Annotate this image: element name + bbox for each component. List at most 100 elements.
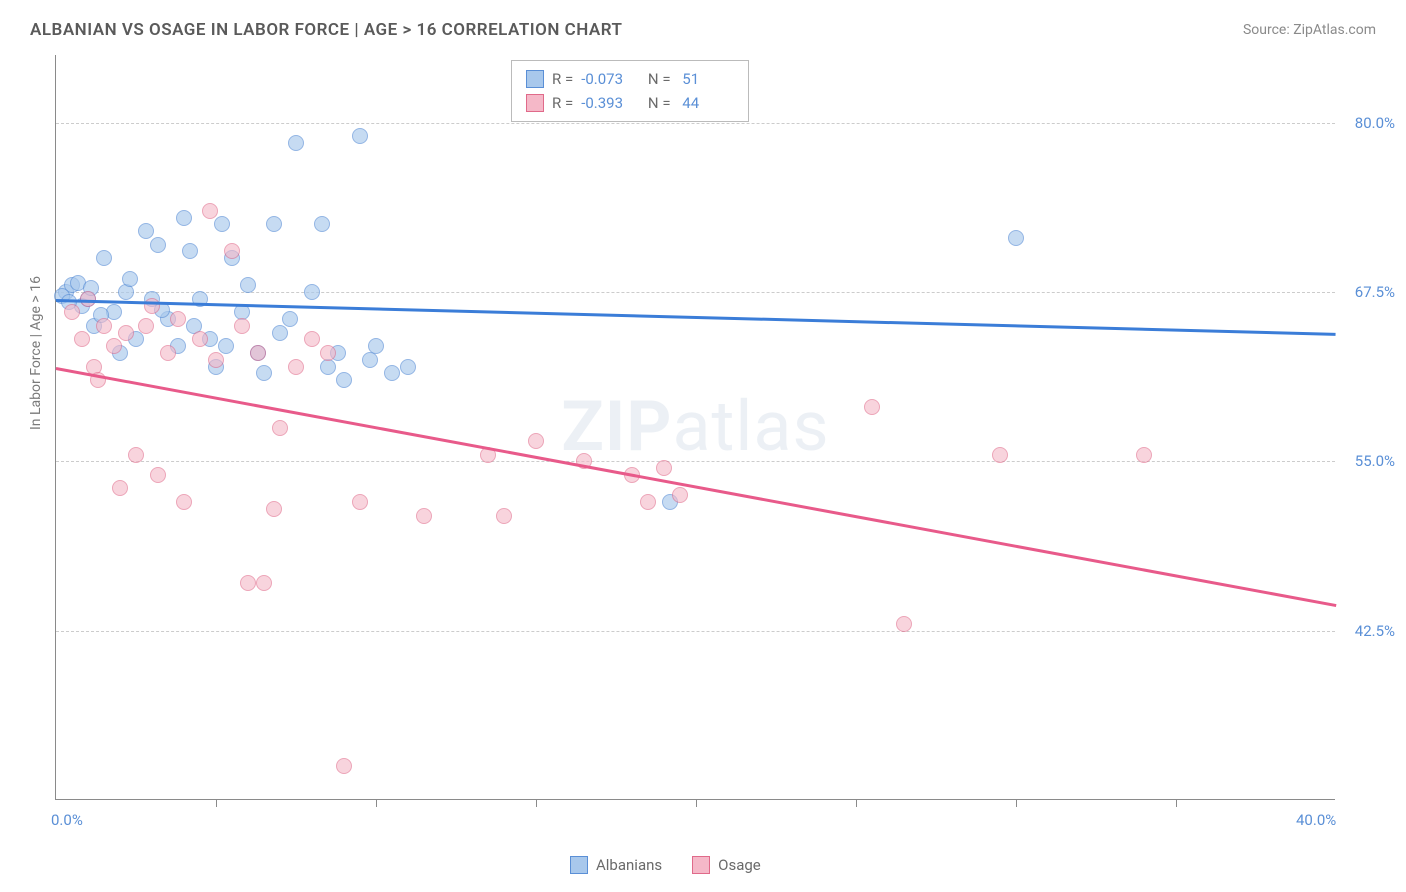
scatter-point (150, 467, 166, 483)
x-tick (856, 799, 857, 807)
scatter-point (336, 758, 352, 774)
scatter-point (384, 365, 400, 381)
source-label: Source: ZipAtlas.com (1243, 22, 1376, 38)
legend-label: Osage (718, 856, 761, 874)
scatter-point (864, 399, 880, 415)
legend-swatch (570, 856, 588, 874)
scatter-point (304, 331, 320, 347)
scatter-point (218, 338, 234, 354)
scatter-point (368, 338, 384, 354)
scatter-point (1136, 447, 1152, 463)
scatter-point (214, 216, 230, 232)
scatter-point (336, 372, 352, 388)
scatter-point (138, 318, 154, 334)
scatter-point (250, 345, 266, 361)
y-axis-label: In Labor Force | Age > 16 (28, 276, 44, 430)
x-tick-label: 40.0% (1296, 811, 1336, 829)
y-tick-label: 42.5% (1355, 622, 1395, 640)
scatter-point (176, 210, 192, 226)
scatter-point (202, 203, 218, 219)
legend-item: Albanians (570, 856, 662, 874)
watermark: ZIPatlas (561, 386, 829, 468)
scatter-point (496, 508, 512, 524)
scatter-point (160, 345, 176, 361)
scatter-point (64, 304, 80, 320)
r-value: -0.393 (581, 91, 636, 115)
r-label: R = (552, 67, 573, 91)
scatter-point (224, 243, 240, 259)
x-tick-label: 0.0% (51, 811, 83, 829)
scatter-point (240, 277, 256, 293)
scatter-point (992, 447, 1008, 463)
scatter-point (272, 420, 288, 436)
legend: Albanians Osage (570, 856, 761, 874)
gridline-h (56, 631, 1335, 632)
scatter-point (96, 250, 112, 266)
r-value: -0.073 (581, 67, 636, 91)
scatter-point (118, 284, 134, 300)
scatter-point (266, 216, 282, 232)
scatter-point (304, 284, 320, 300)
chart-header: ALBANIAN VS OSAGE IN LABOR FORCE | AGE >… (0, 0, 1406, 50)
scatter-point (528, 433, 544, 449)
scatter-point (266, 501, 282, 517)
trend-line (56, 367, 1336, 607)
scatter-point (208, 352, 224, 368)
scatter-point (640, 494, 656, 510)
scatter-point (144, 298, 160, 314)
scatter-point (122, 271, 138, 287)
scatter-point (656, 460, 672, 476)
scatter-point (282, 311, 298, 327)
scatter-point (96, 318, 112, 334)
scatter-point (182, 243, 198, 259)
scatter-point (288, 135, 304, 151)
x-tick (1016, 799, 1017, 807)
scatter-point (256, 575, 272, 591)
series-swatch (526, 94, 544, 112)
scatter-point (1008, 230, 1024, 246)
x-tick (216, 799, 217, 807)
scatter-point (176, 494, 192, 510)
correlation-row: R = -0.393 N = 44 (526, 91, 734, 115)
scatter-point (128, 447, 144, 463)
scatter-point (234, 318, 250, 334)
y-tick-label: 55.0% (1355, 452, 1395, 470)
scatter-point (256, 365, 272, 381)
scatter-point (352, 128, 368, 144)
r-label: R = (552, 91, 573, 115)
scatter-point (416, 508, 432, 524)
legend-label: Albanians (596, 856, 662, 874)
scatter-point (112, 480, 128, 496)
scatter-point (314, 216, 330, 232)
chart-title: ALBANIAN VS OSAGE IN LABOR FORCE | AGE >… (30, 20, 623, 40)
scatter-point (192, 331, 208, 347)
scatter-point (150, 237, 166, 253)
correlation-row: R = -0.073 N = 51 (526, 67, 734, 91)
x-tick (1176, 799, 1177, 807)
scatter-point (400, 359, 416, 375)
y-tick-label: 67.5% (1355, 283, 1395, 301)
n-label: N = (644, 91, 670, 115)
scatter-chart: ZIPatlas R = -0.073 N = 51R = -0.393 N =… (55, 55, 1335, 800)
scatter-point (74, 331, 90, 347)
scatter-point (240, 575, 256, 591)
scatter-point (272, 325, 288, 341)
scatter-point (170, 311, 186, 327)
gridline-h (56, 123, 1335, 124)
legend-item: Osage (692, 856, 761, 874)
legend-swatch (692, 856, 710, 874)
scatter-point (320, 345, 336, 361)
scatter-point (896, 616, 912, 632)
correlation-box: R = -0.073 N = 51R = -0.393 N = 44 (511, 60, 749, 122)
x-tick (536, 799, 537, 807)
n-label: N = (644, 67, 670, 91)
scatter-point (352, 494, 368, 510)
scatter-point (118, 325, 134, 341)
y-tick-label: 80.0% (1355, 114, 1395, 132)
scatter-point (288, 359, 304, 375)
x-tick (696, 799, 697, 807)
series-swatch (526, 70, 544, 88)
scatter-point (672, 487, 688, 503)
scatter-point (138, 223, 154, 239)
scatter-point (106, 338, 122, 354)
